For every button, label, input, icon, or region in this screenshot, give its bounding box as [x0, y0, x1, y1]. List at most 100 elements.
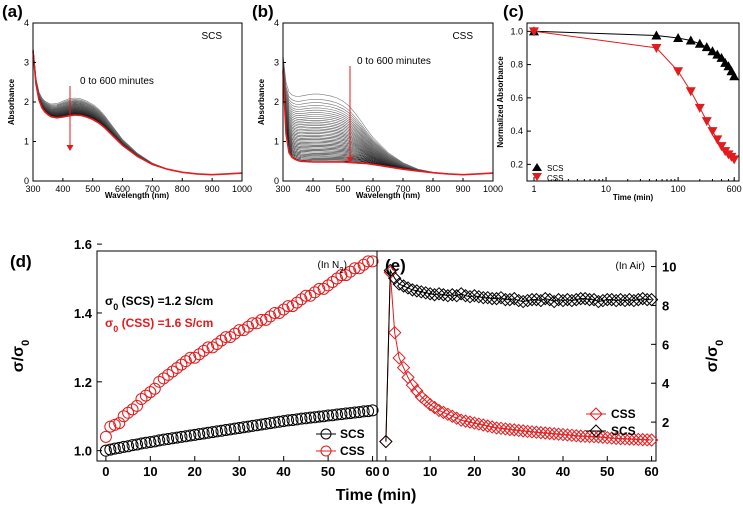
point-scs: [525, 292, 539, 307]
point-scs: [574, 291, 588, 306]
point-scs: [512, 293, 526, 308]
y-tick-label: 0.8: [510, 60, 523, 70]
point-scs: [108, 442, 121, 455]
point-scs: [273, 415, 286, 428]
y-tick-label: 0: [24, 176, 29, 186]
y-tick-label: 1.4: [74, 306, 93, 321]
point-scs: [636, 291, 650, 306]
point-scs: [344, 407, 357, 420]
point-scs: [237, 421, 250, 434]
point-css: [627, 432, 641, 446]
point-css: [166, 365, 179, 378]
point-css: [596, 430, 610, 444]
point-scs: [507, 291, 521, 306]
point-css: [237, 324, 250, 337]
point-scs: [472, 289, 486, 304]
point-scs: [131, 438, 143, 451]
point-css: [476, 418, 490, 432]
point-scs: [286, 414, 299, 427]
point-css: [525, 425, 539, 439]
x-tick-label: 0: [102, 464, 109, 479]
x-tick-label: 900: [205, 184, 220, 194]
point-scs: [215, 424, 228, 437]
point-scs: [162, 432, 175, 445]
point-css: [299, 289, 312, 302]
point-css: [729, 155, 740, 165]
y-tick-label: 4: [662, 376, 670, 391]
point-css: [206, 341, 219, 354]
point-css: [600, 430, 614, 445]
point-scs: [716, 52, 727, 62]
point-css: [512, 423, 526, 438]
x-tick-label: 100: [671, 184, 686, 194]
point-css: [507, 423, 521, 437]
panel-a-curves: [32, 46, 243, 176]
x-tick-label: 300: [25, 184, 40, 194]
point-scs: [339, 407, 352, 420]
x-tick-label: 800: [175, 184, 190, 194]
point-scs: [277, 415, 290, 428]
point-scs: [423, 287, 437, 301]
panel-c-frame: [526, 22, 740, 182]
point-css: [233, 324, 246, 337]
panel-c-ylabel: Normalized Absorbance: [496, 56, 505, 148]
point-scs: [117, 440, 130, 453]
legend-css-marker: [589, 407, 603, 421]
point-css: [631, 432, 645, 447]
point-scs: [605, 292, 619, 307]
point-css: [153, 375, 166, 388]
point-css: [543, 426, 557, 441]
x-tick-label: 30: [232, 464, 246, 479]
legend-scs-marker: [532, 163, 542, 171]
point-css: [268, 306, 281, 319]
point-scs: [264, 417, 277, 430]
point-css: [651, 43, 662, 53]
y-tick-label: 1.0: [74, 444, 92, 459]
point-scs: [362, 405, 375, 418]
point-scs: [357, 405, 370, 418]
point-scs: [326, 409, 339, 422]
legend-scs-label: SCS: [547, 164, 563, 173]
x-tick-label: 400: [305, 184, 320, 194]
y-tick-label: 6: [662, 337, 669, 352]
point-css: [450, 411, 464, 425]
x-tick-label: 40: [276, 464, 290, 479]
point-scs: [701, 42, 712, 52]
x-tick-label: 500: [335, 184, 350, 194]
point-scs: [467, 289, 482, 303]
point-css: [392, 351, 406, 365]
point-css: [135, 393, 148, 406]
panel-a-title: SCS: [201, 31, 222, 42]
point-scs: [388, 271, 402, 285]
panel-d-ylabel: σ/σ0: [10, 340, 32, 372]
point-scs: [450, 289, 464, 303]
point-css: [339, 269, 352, 282]
panel-d-annotation-scs: σ0 (SCS) =1.2 S/cm: [105, 294, 213, 312]
legend-scs-marker: [320, 428, 332, 440]
point-scs: [317, 410, 330, 423]
point-css: [322, 279, 335, 292]
point-css: [148, 382, 161, 395]
y-tick-label: 1: [274, 137, 279, 147]
point-css: [193, 348, 206, 361]
point-scs: [251, 419, 263, 432]
point-scs: [538, 291, 552, 306]
x-tick-label: 10: [423, 464, 437, 479]
point-css: [366, 255, 379, 268]
point-css: [472, 417, 486, 431]
x-tick-label: 300: [275, 184, 290, 194]
point-scs: [144, 436, 157, 449]
panel-b-ylabel: Absorbance: [257, 78, 266, 125]
point-css: [556, 427, 570, 442]
point-css: [388, 325, 402, 340]
point-css: [162, 368, 175, 381]
point-scs: [166, 432, 179, 445]
point-css: [445, 409, 459, 423]
x-tick-label: 0: [382, 464, 389, 479]
series-css-line: [385, 272, 652, 442]
x-tick-label: 600: [365, 184, 380, 194]
point-css: [188, 351, 201, 364]
point-css: [685, 87, 696, 97]
point-scs: [392, 277, 406, 291]
point-scs: [322, 409, 335, 422]
